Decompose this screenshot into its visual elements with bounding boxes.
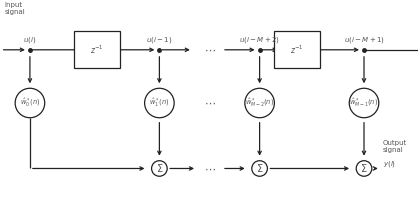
Text: $u(i-M+2)$: $u(i-M+2)$ <box>239 35 280 45</box>
Ellipse shape <box>245 88 274 118</box>
Text: $\hat{w}_1^*(n)$: $\hat{w}_1^*(n)$ <box>149 96 170 110</box>
Text: $\Sigma$: $\Sigma$ <box>360 163 368 174</box>
Text: $\cdots$: $\cdots$ <box>204 98 215 108</box>
Text: $\hat{w}_{M-1}^*(n)$: $\hat{w}_{M-1}^*(n)$ <box>349 96 379 110</box>
Text: $\cdots$: $\cdots$ <box>204 164 215 173</box>
Ellipse shape <box>145 88 174 118</box>
Bar <box>274 31 320 68</box>
Text: $u(i-1)$: $u(i-1)$ <box>146 35 173 45</box>
Ellipse shape <box>15 88 45 118</box>
Text: Input
signal: Input signal <box>5 2 26 15</box>
Ellipse shape <box>356 161 372 176</box>
Text: $\Sigma$: $\Sigma$ <box>256 163 264 174</box>
Text: $z^{-1}$: $z^{-1}$ <box>290 44 304 56</box>
Bar <box>74 31 120 68</box>
Text: $\Sigma$: $\Sigma$ <box>155 163 163 174</box>
Text: $\cdots$: $\cdots$ <box>204 45 215 55</box>
Ellipse shape <box>252 161 267 176</box>
Text: $\hat{w}_0^*(n)$: $\hat{w}_0^*(n)$ <box>20 96 40 110</box>
Ellipse shape <box>152 161 167 176</box>
Text: $u(i)$: $u(i)$ <box>23 35 36 45</box>
Text: $y(i)$: $y(i)$ <box>383 159 396 169</box>
Text: Output
signal: Output signal <box>383 140 407 153</box>
Text: $\hat{w}_{M-2}^*(n)$: $\hat{w}_{M-2}^*(n)$ <box>245 96 274 110</box>
Ellipse shape <box>349 88 379 118</box>
Text: $u(i-M+1)$: $u(i-M+1)$ <box>344 35 385 45</box>
Text: $z^{-1}$: $z^{-1}$ <box>90 44 103 56</box>
